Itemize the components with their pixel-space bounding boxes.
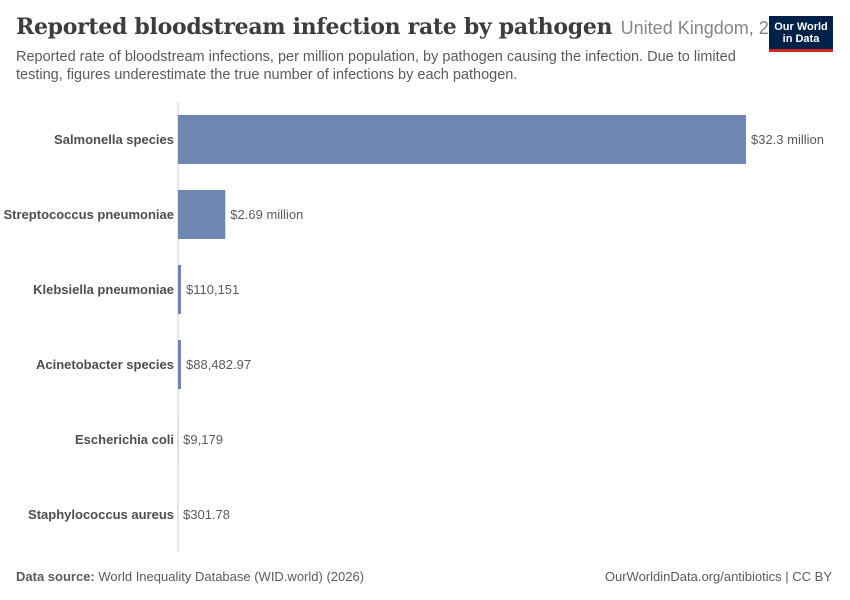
bar[interactable] (178, 115, 746, 164)
chart-header: Reported bloodstream infection rate by p… (16, 14, 799, 84)
value-label: $9,179 (183, 432, 223, 447)
bar[interactable] (178, 265, 181, 314)
source-text[interactable]: World Inequality Database (WID.world) (2… (98, 569, 365, 584)
category-label: Klebsiella pneumoniae (33, 282, 174, 297)
category-label: Staphylococcus aureus (28, 507, 174, 522)
logo-line1: Our World (774, 21, 828, 33)
logo-line2: in Data (782, 33, 820, 45)
value-label: $88,482.97 (186, 357, 251, 372)
owid-logo[interactable]: Our World in Data (769, 16, 833, 52)
chart-subtitle: Reported rate of bloodstream infections,… (16, 49, 736, 83)
category-label: Escherichia coli (75, 432, 174, 447)
bar[interactable] (178, 190, 226, 239)
footer-url[interactable]: OurWorldinData.org/antibiotics | CC BY (604, 569, 832, 584)
chart-footer: Data source: World Inequality Database (… (16, 569, 832, 584)
category-label: Acinetobacter species (36, 357, 174, 372)
value-label: $32.3 million (751, 132, 824, 147)
value-label: $301.78 (183, 507, 230, 522)
value-label: $2.69 million (230, 207, 303, 222)
bar[interactable] (178, 340, 181, 389)
category-label: Streptococcus pneumoniae (4, 207, 174, 222)
chart-title: Reported bloodstream infection rate by p… (16, 14, 613, 40)
value-label: $110,151 (186, 282, 239, 297)
category-label: Salmonella species (54, 132, 174, 147)
chart-entity: United Kingdom, 2021 (620, 18, 799, 38)
source-label: Data source: (16, 569, 95, 584)
